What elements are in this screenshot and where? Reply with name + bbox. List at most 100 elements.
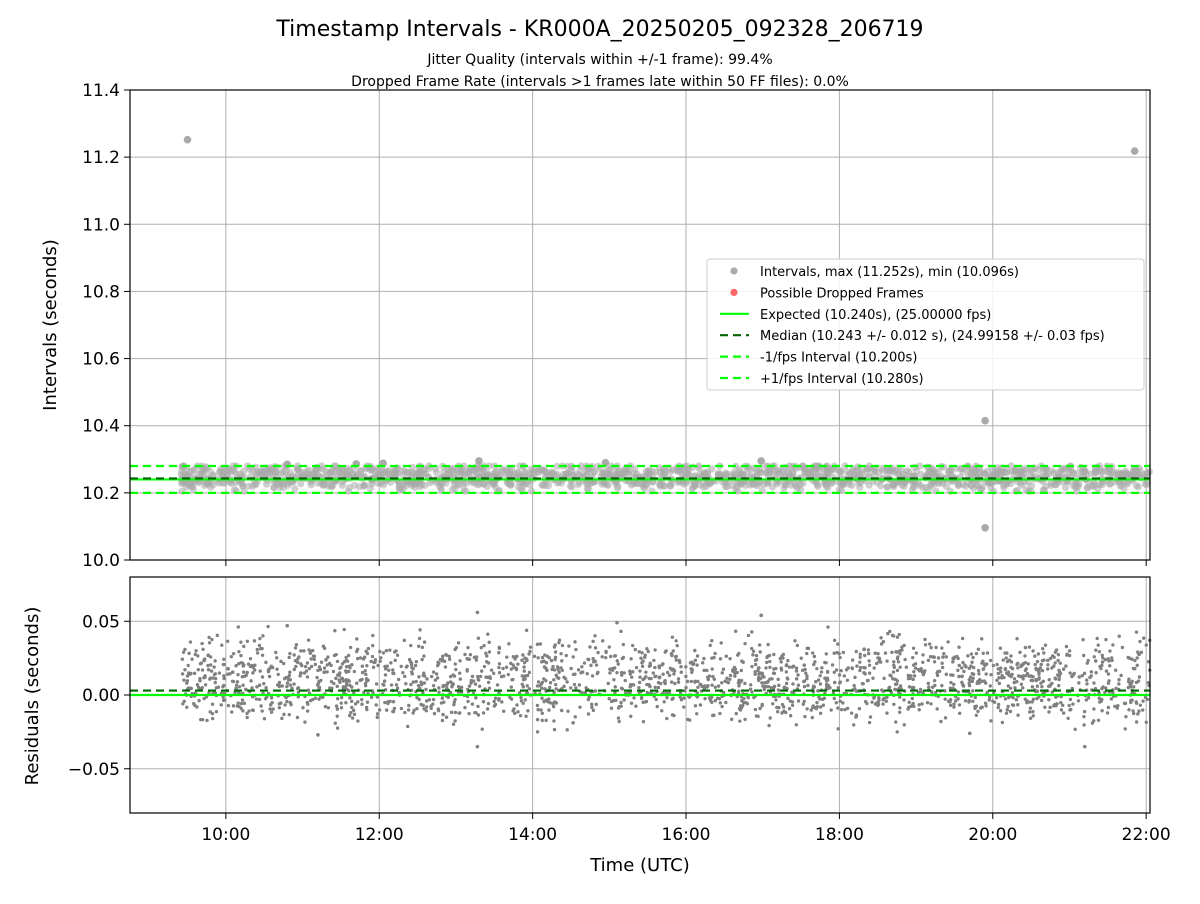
residual-point	[397, 691, 401, 695]
residual-point	[799, 656, 803, 660]
residual-point	[499, 674, 504, 679]
residual-point	[1120, 645, 1125, 650]
residual-point	[335, 659, 340, 664]
residual-point	[440, 718, 445, 723]
residual-point	[212, 665, 216, 669]
residual-point	[1012, 680, 1016, 685]
residual-point	[362, 655, 367, 659]
residual-point	[836, 642, 840, 646]
residual-point	[513, 657, 517, 661]
residual-point	[1009, 654, 1013, 658]
residual-point	[762, 675, 766, 679]
residual-point	[435, 676, 440, 680]
residual-point	[689, 679, 693, 684]
residual-point	[786, 696, 790, 701]
x-tick-label: 10:00	[201, 825, 250, 845]
residual-point	[1092, 707, 1096, 711]
residual-point	[976, 668, 981, 673]
residual-point	[1046, 658, 1050, 663]
residual-point	[604, 650, 608, 655]
residual-point	[440, 659, 444, 663]
residual-point	[629, 701, 634, 705]
residual-point	[528, 649, 532, 654]
residual-point	[366, 678, 370, 682]
residual-point	[961, 660, 965, 665]
residual-point	[280, 684, 284, 688]
residual-point	[712, 677, 716, 681]
residual-point	[769, 685, 774, 690]
interval-outlier-point	[183, 135, 192, 144]
residual-point	[487, 640, 491, 645]
residual-point	[1096, 718, 1101, 722]
residual-point	[1099, 699, 1103, 703]
residual-point	[521, 701, 525, 706]
residual-point	[1110, 656, 1114, 660]
residual-point	[956, 697, 960, 701]
residual-point	[1077, 675, 1081, 679]
residual-point	[260, 653, 265, 657]
residual-point	[399, 706, 404, 711]
residual-point	[877, 695, 881, 700]
residual-point	[240, 675, 245, 679]
residual-point	[1034, 667, 1039, 672]
residual-point	[444, 715, 449, 719]
residual-point	[463, 652, 467, 657]
residual-point	[422, 640, 427, 644]
residual-point	[1119, 673, 1123, 678]
residual-point	[448, 680, 453, 684]
residual-point	[422, 674, 427, 678]
interval-point	[741, 481, 749, 490]
residual-point	[195, 683, 200, 687]
residual-point	[588, 645, 592, 649]
residual-point	[378, 659, 382, 664]
residual-point	[637, 650, 642, 654]
residual-point	[399, 664, 403, 669]
interval-point	[280, 480, 288, 488]
residual-point	[446, 695, 450, 699]
interval-point	[748, 479, 756, 488]
residual-point	[748, 683, 753, 687]
interval-point	[217, 465, 225, 473]
residual-point	[458, 677, 463, 681]
residual-point	[877, 657, 882, 661]
residual-point	[287, 655, 291, 660]
residual-point	[750, 664, 754, 669]
residual-point	[180, 672, 185, 676]
residual-point	[832, 670, 836, 674]
residual-point	[644, 675, 648, 679]
residual-point	[956, 690, 961, 694]
residual-point	[200, 717, 205, 722]
residual-point	[1028, 716, 1033, 720]
residual-point	[733, 629, 738, 633]
residual-point	[329, 663, 333, 668]
top-y-tick-label: 10.6	[82, 350, 120, 370]
residual-point	[849, 711, 854, 715]
residual-point	[1008, 709, 1013, 714]
residual-point	[1015, 637, 1019, 641]
residual-point	[208, 676, 213, 680]
residual-point	[1023, 645, 1028, 650]
residual-point	[703, 696, 707, 701]
residual-point	[1108, 649, 1112, 653]
residual-point	[431, 670, 436, 674]
residual-point	[1030, 685, 1035, 689]
bottom-y-tick-label: 0.05	[82, 612, 120, 632]
residual-point	[1135, 663, 1139, 668]
residual-point	[1010, 667, 1015, 671]
residual-point	[467, 684, 472, 688]
residual-point	[206, 667, 211, 672]
residual-point	[270, 665, 275, 670]
residual-point	[594, 663, 599, 667]
residual-point	[535, 684, 540, 688]
residual-point	[1143, 695, 1148, 700]
residual-point	[406, 708, 411, 712]
interval-point	[766, 465, 774, 474]
residual-point	[951, 660, 955, 664]
residual-point	[279, 659, 283, 664]
residual-point	[539, 682, 544, 686]
residual-point	[352, 669, 357, 674]
interval-point	[969, 465, 977, 473]
residual-point	[213, 672, 218, 676]
residual-point	[897, 632, 901, 637]
